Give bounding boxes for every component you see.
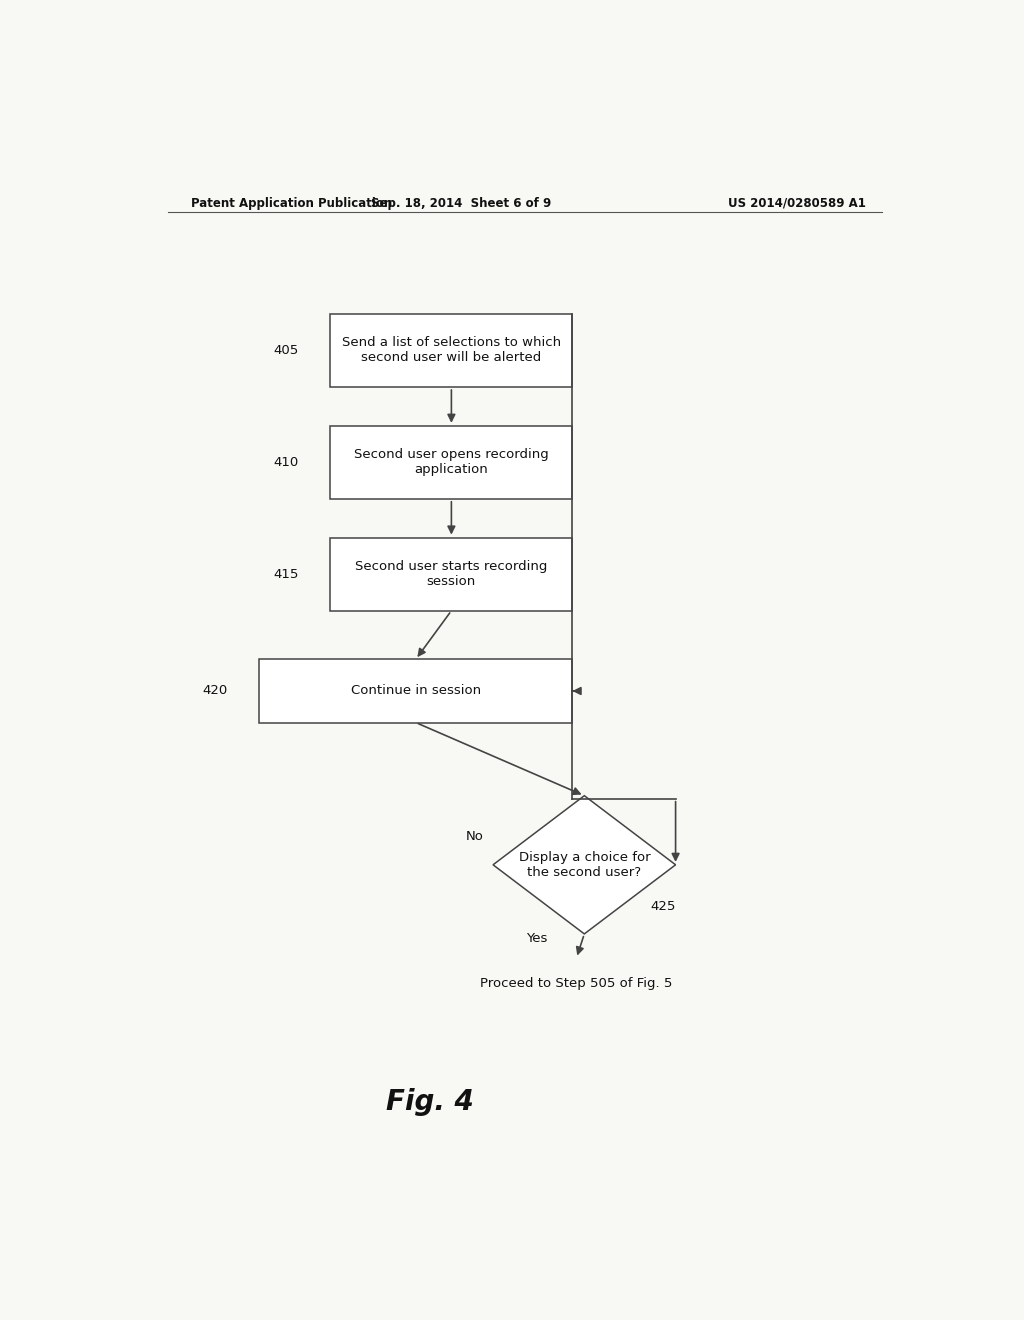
Text: Fig. 4: Fig. 4 xyxy=(386,1088,473,1115)
Text: 425: 425 xyxy=(650,900,676,913)
Text: 410: 410 xyxy=(273,455,299,469)
Text: 405: 405 xyxy=(273,345,299,356)
Text: Display a choice for
the second user?: Display a choice for the second user? xyxy=(518,851,650,879)
Text: Patent Application Publication: Patent Application Publication xyxy=(191,197,393,210)
Text: Second user opens recording
application: Second user opens recording application xyxy=(354,449,549,477)
Text: Sep. 18, 2014  Sheet 6 of 9: Sep. 18, 2014 Sheet 6 of 9 xyxy=(371,197,552,210)
Text: Proceed to Step 505 of Fig. 5: Proceed to Step 505 of Fig. 5 xyxy=(480,977,673,990)
FancyBboxPatch shape xyxy=(331,426,572,499)
Text: Yes: Yes xyxy=(525,932,547,945)
FancyBboxPatch shape xyxy=(259,660,572,722)
FancyBboxPatch shape xyxy=(331,537,572,611)
Text: Continue in session: Continue in session xyxy=(350,685,480,697)
Text: 420: 420 xyxy=(202,685,227,697)
FancyBboxPatch shape xyxy=(331,314,572,387)
Text: 415: 415 xyxy=(273,568,299,581)
Text: Send a list of selections to which
second user will be alerted: Send a list of selections to which secon… xyxy=(342,337,561,364)
Text: No: No xyxy=(466,830,483,843)
Text: US 2014/0280589 A1: US 2014/0280589 A1 xyxy=(728,197,866,210)
Polygon shape xyxy=(494,796,676,935)
Text: Second user starts recording
session: Second user starts recording session xyxy=(355,560,548,589)
